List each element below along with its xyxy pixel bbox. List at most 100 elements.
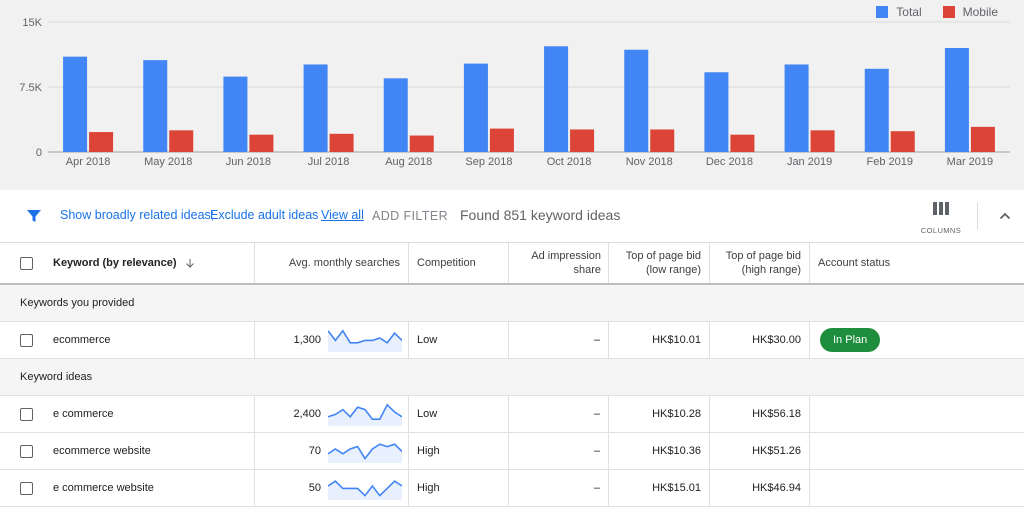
sparkline-line	[328, 329, 402, 344]
header-bid-low-label: Top of page bid (low range)	[626, 249, 701, 277]
bar-mobile[interactable]	[570, 129, 595, 152]
row-checkbox[interactable]	[20, 444, 33, 458]
table-row[interactable]: e commerce 2,400 Low – HK$10.28 HK$56.18	[0, 396, 1024, 433]
filter-icon[interactable]	[26, 208, 42, 224]
bid-low-cell: HK$10.01	[609, 322, 710, 358]
header-bid-low[interactable]: Top of page bid (low range)	[609, 243, 710, 283]
legend-swatch-mobile	[942, 6, 955, 18]
bar-mobile[interactable]	[970, 126, 995, 152]
bar-mobile[interactable]	[169, 130, 194, 152]
row-checkbox-cell	[20, 470, 40, 506]
header-bid-high[interactable]: Top of page bid (high range)	[710, 243, 810, 283]
bar-total[interactable]	[544, 46, 569, 153]
x-tick-label: Feb 2019	[867, 156, 913, 168]
bar-mobile[interactable]	[890, 131, 915, 152]
header-searches[interactable]: Avg. monthly searches	[255, 243, 409, 283]
x-tick-label: Mar 2019	[947, 156, 993, 168]
exclude-adult-ideas-link[interactable]: Exclude adult ideas	[210, 208, 319, 222]
bid-high-value: HK$56.18	[752, 408, 801, 420]
header-keyword[interactable]: Keyword (by relevance)	[40, 243, 255, 283]
competition-value: Low	[417, 408, 438, 420]
table-row[interactable]: ecommerce website 70 High – HK$10.36 HK$51.26	[0, 433, 1024, 470]
bar-total[interactable]	[223, 76, 248, 152]
header-competition[interactable]: Competition	[409, 243, 509, 283]
x-tick-label: Jul 2018	[308, 156, 350, 168]
trend-sparkline[interactable]	[328, 328, 402, 352]
bar-total[interactable]	[143, 60, 168, 153]
search-volume-chart: 0 7.5K 15K Apr 2018 May 2018 Jun 2018 Jul 2018…	[0, 0, 1024, 190]
impression-cell: –	[509, 470, 609, 506]
x-tick-label: Jan 2019	[787, 156, 832, 168]
searches-value: 1,300	[293, 334, 321, 346]
bar-mobile[interactable]	[329, 133, 354, 152]
section-label: Keyword ideas	[20, 371, 93, 383]
bar-mobile[interactable]	[810, 130, 835, 152]
sparkline-line	[328, 403, 402, 421]
row-checkbox[interactable]	[20, 333, 33, 347]
bar-total[interactable]	[463, 63, 488, 152]
searches-value: 50	[308, 482, 321, 494]
legend-label-total: Total	[896, 5, 922, 19]
view-all-link[interactable]: View all	[321, 208, 364, 222]
competition-cell: Low	[409, 322, 509, 358]
legend-item-mobile[interactable]: Mobile	[942, 5, 998, 19]
table-row[interactable]: ecommerce 1,300 Low – HK$10.01 HK$30.00 In Pla…	[0, 322, 1024, 359]
row-checkbox[interactable]	[20, 407, 33, 421]
add-filter-button[interactable]: ADD FILTER	[372, 209, 448, 223]
legend-item-total[interactable]: Total	[876, 5, 922, 19]
bar-mobile[interactable]	[89, 132, 114, 152]
chart-legend: Total Mobile	[855, 5, 998, 19]
bid-low-cell: HK$10.28	[609, 396, 710, 432]
select-all-checkbox[interactable]	[20, 256, 33, 270]
header-status[interactable]: Account status	[810, 243, 1024, 283]
sparkline-area	[328, 444, 402, 463]
y-tick-label: 15K	[22, 17, 42, 29]
bar-total[interactable]	[303, 64, 328, 152]
x-tick-label: Nov 2018	[626, 156, 673, 168]
status-cell	[810, 433, 1024, 469]
trend-sparkline[interactable]	[328, 476, 402, 500]
sparkline-area	[328, 404, 402, 426]
header-competition-label: Competition	[417, 257, 476, 269]
section-label: Keywords you provided	[20, 297, 135, 309]
bar-mobile[interactable]	[650, 129, 675, 152]
header-impression[interactable]: Ad impression share	[509, 243, 609, 283]
bar-mobile[interactable]	[489, 128, 514, 152]
in-plan-badge[interactable]: In Plan	[820, 328, 881, 352]
competition-value: Low	[417, 334, 438, 346]
table-row[interactable]: e commerce website 50 High – HK$15.01 HK$46.9…	[0, 470, 1024, 507]
bar-mobile[interactable]	[249, 134, 274, 152]
toolbar-divider	[977, 202, 978, 230]
columns-button[interactable]: COLUMNS	[920, 202, 962, 235]
section-header-row: Keywords you provided	[0, 285, 1024, 322]
bar-total[interactable]	[864, 68, 889, 152]
chevron-up-icon[interactable]	[998, 209, 1012, 223]
keyword-cell: e commerce website	[40, 470, 255, 506]
legend-swatch-total	[876, 6, 889, 18]
bar-total[interactable]	[784, 64, 809, 152]
table-body: Keywords you provided ecommerce 1,300 Low – H…	[0, 285, 1024, 507]
competition-cell: Low	[409, 396, 509, 432]
y-tick-label: 7.5K	[19, 82, 42, 94]
keyword-cell: ecommerce website	[40, 433, 255, 469]
trend-sparkline[interactable]	[328, 439, 402, 463]
bar-total[interactable]	[624, 49, 649, 152]
row-checkbox[interactable]	[20, 481, 33, 495]
trend-sparkline[interactable]	[328, 402, 402, 426]
bar-total[interactable]	[704, 72, 729, 152]
x-tick-label: May 2018	[144, 156, 192, 168]
bid-low-value: HK$10.28	[652, 408, 701, 420]
bar-total[interactable]	[63, 56, 88, 152]
keyword-table: Keyword (by relevance) Avg. monthly sear…	[0, 243, 1024, 507]
bar-mobile[interactable]	[409, 135, 434, 152]
impression-cell: –	[509, 396, 609, 432]
header-bid-high-line2: (high range)	[741, 264, 801, 276]
header-impression-label: Ad impression share	[531, 249, 601, 277]
y-tick-label: 0	[36, 147, 42, 159]
bar-total[interactable]	[944, 48, 969, 152]
bar-mobile[interactable]	[730, 134, 755, 152]
row-checkbox-cell	[20, 396, 40, 432]
header-bid-low-line1: Top of page bid	[625, 250, 701, 262]
bar-total[interactable]	[383, 78, 408, 152]
show-broadly-related-link[interactable]: Show broadly related ideas;	[60, 208, 215, 222]
